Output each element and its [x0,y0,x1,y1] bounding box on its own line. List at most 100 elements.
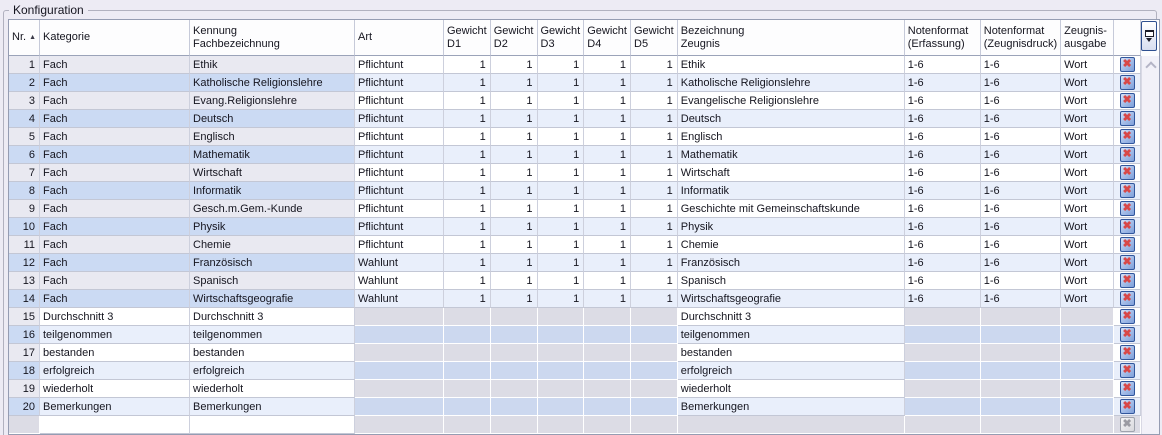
cell-kennung[interactable]: wiederholt [190,380,355,398]
column-header-nf_druck[interactable]: Notenformat (Zeugnisdruck) [980,20,1062,56]
cell-d2[interactable]: 1 [490,236,538,254]
cell-nf_erfassung[interactable]: 1-6 [904,92,981,110]
delete-row-button[interactable]: ✖ [1119,237,1135,252]
cell-d1[interactable]: 1 [444,290,491,308]
cell-ausgabe[interactable]: Wort [1061,200,1115,218]
cell-d3[interactable]: 1 [537,146,585,164]
cell-d1[interactable]: 1 [444,218,491,236]
cell-d5[interactable]: 1 [631,254,678,272]
cell-nf_erfassung[interactable]: 1-6 [904,128,981,146]
cell-d5[interactable]: 1 [631,218,678,236]
cell-d3[interactable]: 1 [537,56,585,74]
cell-art[interactable]: Pflichtunt [355,200,444,218]
cell-d1[interactable]: 1 [444,254,491,272]
cell-nf_druck[interactable]: 1-6 [980,272,1062,290]
cell-nf_druck[interactable]: 1-6 [980,254,1062,272]
cell-nf_druck[interactable]: 1-6 [980,110,1062,128]
cell-ausgabe[interactable]: Wort [1061,182,1115,200]
cell-d4[interactable]: 1 [584,146,631,164]
cell-d5[interactable]: 1 [631,236,678,254]
column-header-bezeichnung[interactable]: Bezeichnung Zeugnis [677,20,905,56]
cell-d4[interactable]: 1 [584,290,631,308]
cell-bezeichnung[interactable]: Wirtschaftsgeografie [677,290,905,308]
cell-d3[interactable]: 1 [537,128,585,146]
cell-d2[interactable]: 1 [490,164,538,182]
cell-art[interactable]: Pflichtunt [355,92,444,110]
column-header-nf_erfassung[interactable]: Notenformat (Erfassung) [904,20,981,56]
cell-bezeichnung[interactable]: Französisch [677,254,905,272]
cell-nf_erfassung[interactable]: 1-6 [904,146,981,164]
cell-kennung[interactable]: teilgenommen [190,326,355,344]
cell-ausgabe[interactable]: Wort [1061,290,1115,308]
cell-art[interactable]: Pflichtunt [355,182,444,200]
cell-nf_druck[interactable]: 1-6 [980,218,1062,236]
cell-d2[interactable]: 1 [490,272,538,290]
cell-art[interactable]: Wahlunt [355,290,444,308]
delete-row-button[interactable]: ✖ [1119,381,1135,396]
column-header-d4[interactable]: Gewicht D4 [584,20,631,56]
cell-bezeichnung[interactable]: Informatik [677,182,905,200]
cell-nf_druck[interactable]: 1-6 [980,290,1062,308]
cell-d1[interactable]: 1 [444,182,491,200]
cell-d2[interactable]: 1 [490,56,538,74]
cell-d5[interactable]: 1 [631,56,678,74]
delete-row-button[interactable]: ✖ [1119,147,1135,162]
cell-d3[interactable]: 1 [537,254,585,272]
cell-d3[interactable]: 1 [537,272,585,290]
cell-bezeichnung[interactable]: Bemerkungen [677,398,905,416]
cell-bezeichnung[interactable]: wiederholt [677,380,905,398]
delete-row-button[interactable]: ✖ [1119,219,1135,234]
cell-d5[interactable]: 1 [631,200,678,218]
cell-ausgabe[interactable]: Wort [1061,92,1115,110]
cell-nf_druck[interactable]: 1-6 [980,164,1062,182]
cell-nf_erfassung[interactable]: 1-6 [904,254,981,272]
cell-nf_erfassung[interactable]: 1-6 [904,164,981,182]
cell-bezeichnung[interactable]: bestanden [677,344,905,362]
cell-nf_erfassung[interactable]: 1-6 [904,200,981,218]
cell-bezeichnung[interactable]: Chemie [677,236,905,254]
cell-bezeichnung[interactable]: erfolgreich [677,362,905,380]
cell-kategorie[interactable]: erfolgreich [40,362,190,380]
column-header-nr[interactable]: Nr. ▲ [9,20,40,56]
cell-d5[interactable]: 1 [631,128,678,146]
delete-row-button[interactable]: ✖ [1119,327,1135,342]
cell-d5[interactable]: 1 [631,272,678,290]
cell-d5[interactable]: 1 [631,164,678,182]
cell-d3[interactable]: 1 [537,236,585,254]
cell-d4[interactable]: 1 [584,56,631,74]
cell-bezeichnung[interactable]: Mathematik [677,146,905,164]
cell-d2[interactable]: 1 [490,92,538,110]
cell-kategorie[interactable] [40,416,190,434]
cell-d1[interactable]: 1 [444,128,491,146]
cell-d4[interactable]: 1 [584,182,631,200]
cell-nf_druck[interactable]: 1-6 [980,92,1062,110]
cell-d2[interactable]: 1 [490,200,538,218]
cell-ausgabe[interactable]: Wort [1061,74,1115,92]
cell-d4[interactable]: 1 [584,236,631,254]
cell-bezeichnung[interactable]: Evangelische Religionslehre [677,92,905,110]
cell-d4[interactable]: 1 [584,254,631,272]
cell-nf_druck[interactable]: 1-6 [980,200,1062,218]
cell-art[interactable]: Pflichtunt [355,236,444,254]
cell-art[interactable]: Pflichtunt [355,74,444,92]
cell-ausgabe[interactable]: Wort [1061,272,1115,290]
cell-d1[interactable]: 1 [444,236,491,254]
cell-kategorie[interactable]: teilgenommen [40,326,190,344]
delete-row-button[interactable]: ✖ [1119,57,1135,72]
cell-d2[interactable]: 1 [490,74,538,92]
cell-bezeichnung[interactable]: Ethik [677,56,905,74]
cell-bezeichnung[interactable]: Physik [677,218,905,236]
cell-nf_erfassung[interactable]: 1-6 [904,74,981,92]
cell-d1[interactable]: 1 [444,164,491,182]
cell-d2[interactable]: 1 [490,146,538,164]
delete-row-button[interactable]: ✖ [1119,165,1135,180]
cell-d3[interactable]: 1 [537,92,585,110]
cell-nf_druck[interactable]: 1-6 [980,74,1062,92]
cell-d1[interactable]: 1 [444,272,491,290]
delete-row-button[interactable]: ✖ [1119,129,1135,144]
cell-nf_erfassung[interactable]: 1-6 [904,272,981,290]
cell-d3[interactable]: 1 [537,74,585,92]
cell-ausgabe[interactable]: Wort [1061,110,1115,128]
column-header-kategorie[interactable]: Kategorie [40,20,190,56]
cell-nf_erfassung[interactable]: 1-6 [904,110,981,128]
